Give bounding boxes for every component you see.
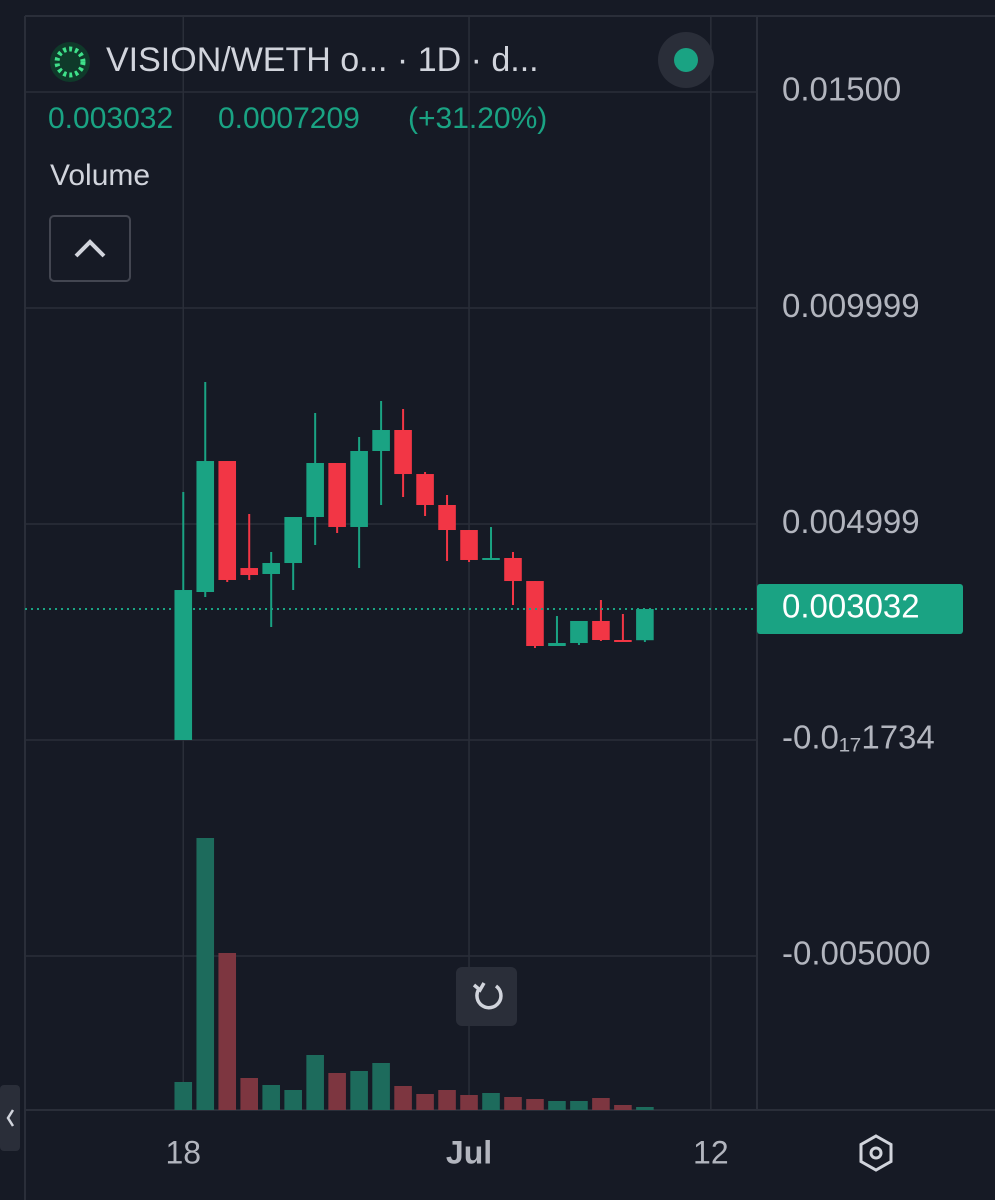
y-tick-label: 0.01500 bbox=[782, 71, 901, 108]
candle-body bbox=[350, 450, 368, 527]
candle-body bbox=[284, 517, 302, 564]
volume-bar bbox=[284, 1090, 302, 1110]
volume-bar bbox=[218, 953, 237, 1110]
volume-bar bbox=[262, 1085, 280, 1110]
volume-bar bbox=[394, 1086, 412, 1110]
candle-body bbox=[416, 474, 434, 505]
reset-icon bbox=[472, 982, 503, 1010]
volume-bar bbox=[504, 1097, 522, 1110]
candle-body bbox=[636, 609, 654, 641]
volume-bar bbox=[372, 1063, 390, 1110]
x-tick-label: Jul bbox=[446, 1134, 492, 1170]
volume-bar bbox=[196, 838, 215, 1110]
y-tick-label: 0.004999 bbox=[782, 503, 920, 540]
legend-price: 0.003032 bbox=[48, 102, 173, 135]
sidebar-toggle[interactable] bbox=[0, 1085, 20, 1151]
x-tick-label: 12 bbox=[693, 1134, 729, 1170]
legend-change-pct: (+31.20%) bbox=[408, 102, 547, 135]
candle-body bbox=[262, 563, 280, 574]
collapse-button[interactable] bbox=[49, 215, 131, 282]
symbol-icon-ring bbox=[54, 46, 86, 78]
y-tick-label: -0.005000 bbox=[782, 935, 931, 972]
volume-bar bbox=[350, 1071, 368, 1110]
volume-bar bbox=[306, 1055, 324, 1110]
symbol-title[interactable]: VISION/WETH o... · 1D · d... bbox=[106, 41, 539, 79]
x-tick-label: 18 bbox=[165, 1134, 201, 1170]
reset-button[interactable] bbox=[456, 967, 517, 1026]
candle-body bbox=[328, 463, 346, 527]
volume-bar bbox=[482, 1093, 500, 1110]
y-tick-label: -0.0₁₇1734 bbox=[782, 719, 935, 756]
volume-bar bbox=[460, 1095, 478, 1110]
volume-bar bbox=[548, 1101, 566, 1110]
volume-bar bbox=[570, 1101, 588, 1110]
candle-body bbox=[394, 430, 412, 475]
last-price-label: 0.003032 bbox=[782, 588, 920, 625]
volume-bar bbox=[416, 1094, 434, 1110]
status-dot bbox=[674, 48, 698, 72]
candle-body bbox=[438, 504, 456, 531]
settings-icon bbox=[869, 1146, 883, 1160]
volume-bar bbox=[328, 1073, 346, 1110]
candle-body bbox=[218, 461, 237, 580]
candle-body bbox=[614, 639, 632, 642]
volume-bar bbox=[592, 1098, 610, 1110]
volume-bar bbox=[438, 1090, 456, 1110]
candle-body bbox=[526, 581, 544, 646]
candle-body bbox=[592, 620, 610, 640]
legend: VISION/WETH o... · 1D · d... 0.003032 0.… bbox=[48, 32, 714, 282]
volume-bar bbox=[614, 1105, 632, 1110]
sidebar-toggle-icon bbox=[6, 1109, 15, 1127]
legend-change: 0.0007209 bbox=[218, 102, 360, 135]
candle-body bbox=[174, 590, 193, 740]
candle-body bbox=[548, 643, 566, 646]
candle-body bbox=[460, 530, 478, 560]
last-price-badge bbox=[757, 584, 963, 635]
candle-body bbox=[372, 430, 390, 451]
candle-body bbox=[240, 568, 259, 576]
candle-body bbox=[306, 463, 324, 518]
plot: 0.01500 0.009999 0.004999 -0.0₁₇1734 -0.0050… bbox=[25, 16, 963, 1170]
candle-body bbox=[196, 461, 215, 592]
candle-body bbox=[570, 620, 588, 644]
volume-bar bbox=[240, 1078, 259, 1110]
indicator-label: Volume bbox=[50, 159, 150, 192]
chevron-icon bbox=[74, 239, 106, 258]
y-tick-label: 0.009999 bbox=[782, 287, 920, 324]
volume-bar bbox=[636, 1107, 654, 1110]
volume-bar bbox=[526, 1099, 544, 1110]
settings-button[interactable] bbox=[859, 1134, 893, 1172]
candle-body bbox=[482, 558, 500, 561]
candle-body bbox=[504, 558, 522, 582]
volume-bar bbox=[174, 1082, 193, 1110]
